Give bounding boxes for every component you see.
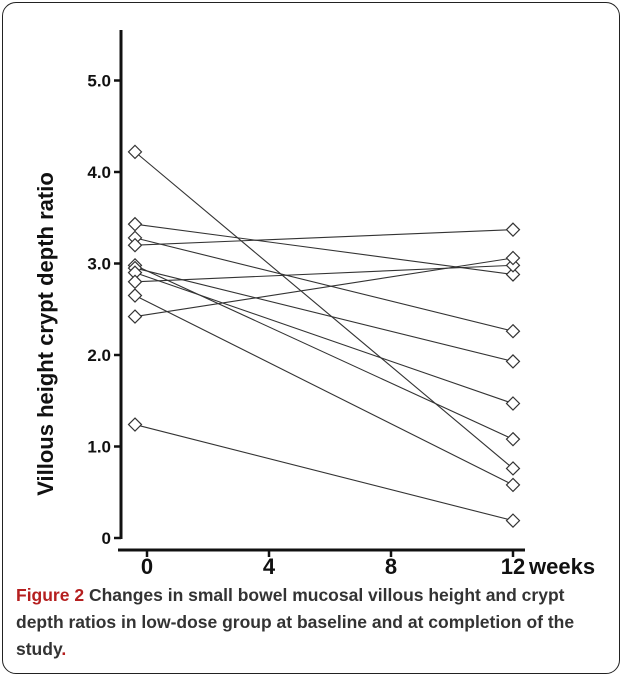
chart-axes <box>118 30 525 552</box>
y-tick-label: 5.0 <box>87 72 111 91</box>
data-point-marker <box>127 237 143 253</box>
figure-caption-text: Changes in small bowel mucosal villous h… <box>16 585 575 659</box>
series-line <box>134 151 514 469</box>
caption-period: . <box>61 639 67 659</box>
data-point-marker <box>505 461 521 476</box>
line-chart: 0 1.0 2.0 3.0 4.0 5.0 0 4 8 12 Villous height cry… <box>33 30 595 580</box>
series-line <box>134 272 514 405</box>
y-axis-title: Villous height crypt depth ratio <box>33 172 58 496</box>
x-axis-title: weeks <box>528 554 595 579</box>
data-point-marker <box>505 267 521 282</box>
x-tick-label: 12 <box>501 554 525 579</box>
series-line <box>134 267 514 362</box>
data-point-marker <box>505 323 521 339</box>
figure-label: Figure 2 <box>16 585 85 605</box>
y-tick-label: 4.0 <box>87 163 111 182</box>
data-point-marker <box>505 477 521 493</box>
series-line <box>134 264 514 283</box>
data-point-marker <box>505 431 521 447</box>
data-point-marker <box>127 274 143 290</box>
chart-markers <box>127 144 521 528</box>
chart-ticks: 0 1.0 2.0 3.0 4.0 5.0 0 4 8 12 <box>87 72 525 580</box>
data-point-marker <box>505 250 521 266</box>
data-point-marker <box>505 513 521 528</box>
series-line <box>134 257 514 318</box>
y-tick-label: 2.0 <box>87 346 111 365</box>
data-point-marker <box>127 309 143 324</box>
y-tick-label: 1.0 <box>87 438 111 457</box>
figure-caption: Figure 2 Changes in small bowel mucosal … <box>16 582 610 663</box>
data-point-marker <box>505 396 521 411</box>
x-tick-label: 0 <box>141 554 153 579</box>
series-line <box>134 237 514 332</box>
series-line <box>134 264 514 440</box>
series-line <box>134 295 514 486</box>
chart-series-lines <box>134 151 514 522</box>
data-point-marker <box>127 417 143 432</box>
series-line <box>134 223 514 276</box>
data-point-marker <box>505 222 521 237</box>
x-tick-label: 4 <box>263 554 276 579</box>
series-line <box>134 229 514 246</box>
y-tick-label: 3.0 <box>87 255 111 274</box>
data-point-marker <box>505 354 521 369</box>
data-point-marker <box>127 216 143 232</box>
x-tick-label: 8 <box>385 554 397 579</box>
data-point-marker <box>127 144 143 160</box>
data-point-marker <box>127 288 143 303</box>
y-tick-label: 0 <box>102 529 111 548</box>
series-line <box>134 424 514 522</box>
